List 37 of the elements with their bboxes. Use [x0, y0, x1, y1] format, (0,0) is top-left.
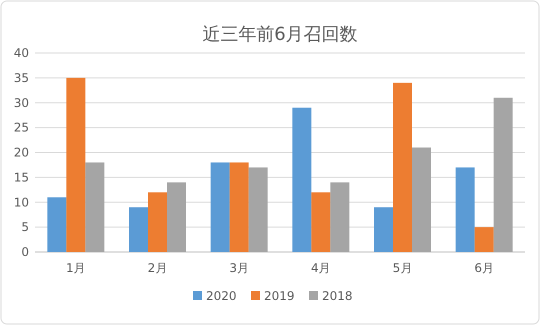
bar [148, 192, 167, 252]
bar [129, 207, 148, 252]
y-tick-label: 15 [14, 170, 29, 184]
bar [66, 78, 86, 252]
bar [248, 167, 268, 252]
bar [456, 167, 475, 252]
bar [494, 98, 513, 252]
bar [412, 148, 431, 252]
legend-label: 2019 [264, 289, 295, 303]
y-tick-label: 5 [21, 220, 29, 234]
legend-label: 2018 [322, 289, 353, 303]
y-tick-label: 20 [14, 146, 29, 160]
chart-title: 近三年前6月召回数 [202, 24, 358, 45]
bar [474, 227, 494, 252]
bar [47, 197, 66, 252]
y-tick-label: 35 [14, 70, 29, 85]
bar [330, 182, 350, 252]
y-tick-label: 40 [14, 46, 29, 60]
bar [210, 162, 230, 252]
y-tick-label: 30 [14, 96, 29, 110]
bar [85, 162, 104, 252]
x-tick-label: 2月 [148, 261, 168, 275]
bar [393, 82, 412, 252]
y-tick-label: 25 [14, 120, 29, 135]
x-tick-label: 4月 [311, 261, 331, 275]
y-tick-label: 10 [14, 195, 29, 210]
x-tick-label: 5月 [392, 261, 412, 275]
bar [292, 108, 312, 252]
bar [167, 182, 186, 252]
bar [374, 207, 393, 252]
x-tick-label: 3月 [229, 261, 249, 275]
bar [311, 192, 330, 252]
x-tick-label: 6月 [474, 261, 494, 275]
bar [230, 162, 249, 252]
x-tick-label: 1月 [66, 261, 86, 275]
legend-label: 2020 [206, 289, 237, 303]
y-tick-label: 0 [21, 245, 29, 259]
